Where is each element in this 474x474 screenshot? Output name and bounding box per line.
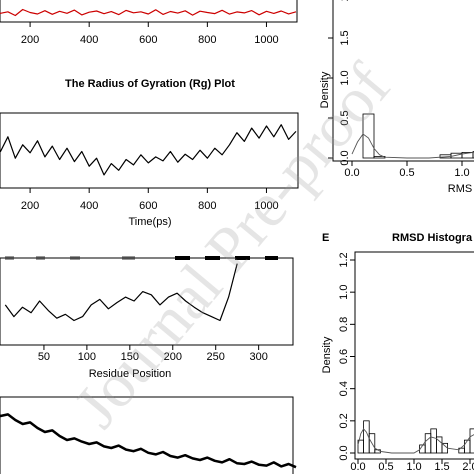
data-line <box>4 263 238 322</box>
y-tick-label: 0.8 <box>338 317 350 332</box>
hist-bar <box>463 439 471 454</box>
y-tick-label: 1.5 <box>339 30 351 45</box>
plot-frame <box>354 251 474 460</box>
x-tick-label: 600 <box>139 200 157 212</box>
x-tick-label: 50 <box>38 351 50 363</box>
panel: RMSD Histogra E Density 0.0 0.5 1.0 1.5 2.0 0.0 0… <box>321 232 474 473</box>
y-tick-label: 0.6 <box>338 349 350 364</box>
x-tick-label: 200 <box>21 200 39 212</box>
x-tick-label: 1.0 <box>406 461 421 473</box>
x-tick-label: 300 <box>249 351 267 363</box>
panel: 200 400 600 800 1000 <box>0 0 298 46</box>
hist-bar <box>441 442 448 454</box>
y-tick-label: 1.0 <box>338 285 350 300</box>
x-tick-label: 0.5 <box>378 461 393 473</box>
x-tick-label: 200 <box>164 351 182 363</box>
x-axis-label: Residue Position <box>89 368 172 380</box>
data-line <box>0 413 297 469</box>
plot-frame <box>0 257 294 346</box>
x-tick-label: 0.0 <box>344 167 359 179</box>
y-tick-label: 1.0 <box>339 70 351 85</box>
x-tick-label: 1.5 <box>434 461 449 473</box>
hist-bar <box>368 433 376 454</box>
density-curve <box>357 428 474 454</box>
hist-bar <box>424 433 432 454</box>
x-tick-label: 0.5 <box>399 167 414 179</box>
chart-title: RMSD Histogra <box>392 232 473 244</box>
y-tick-label: 1.2 <box>338 252 350 267</box>
x-tick-label: 800 <box>198 200 216 212</box>
x-tick-label: 1.0 <box>454 167 469 179</box>
x-tick-label: 100 <box>78 351 96 363</box>
plot-frame <box>0 396 294 474</box>
x-axis-label: Time(ps) <box>129 216 172 228</box>
y-axis-label: Density <box>321 336 333 373</box>
x-tick-label: 2.0 <box>462 461 474 473</box>
y-axis-label: Density <box>319 71 331 108</box>
hist-bar <box>472 151 474 159</box>
x-tick-label: 400 <box>80 34 98 46</box>
y-tick-label: 0.0 <box>339 150 351 165</box>
chart-title: The Radius of Gyration (Rg) Plot <box>65 78 235 90</box>
y-tick-label: 0.5 <box>339 110 351 125</box>
y-tick-label: 0.4 <box>338 381 350 396</box>
plot-frame <box>0 112 299 189</box>
x-tick-label: 0.0 <box>350 461 365 473</box>
x-tick-label: 1000 <box>254 200 278 212</box>
x-tick-label: 800 <box>198 34 216 46</box>
panel-label: E <box>322 232 329 244</box>
hist-bar <box>362 113 375 159</box>
data-line <box>0 124 297 176</box>
x-tick-label: 250 <box>207 351 225 363</box>
panel: The Radius of Gyration (Rg) Plot Time(ps)… <box>0 78 299 228</box>
panel <box>0 396 297 474</box>
y-tick-label: 0.2 <box>338 413 350 428</box>
data-line <box>0 8 297 17</box>
x-tick-label: 600 <box>139 34 157 46</box>
watermark: Journal Pre-proof <box>60 50 404 441</box>
y-tick-label: 0.0 <box>338 445 350 460</box>
y-tick-label: 2 <box>339 0 351 1</box>
panel: Residue Position 50 100 150 200 250 300 <box>0 257 294 380</box>
hist-bar <box>430 428 437 454</box>
x-tick-label: 400 <box>80 200 98 212</box>
hist-bar <box>469 428 474 454</box>
density-curve <box>351 133 474 159</box>
x-tick-label: 1000 <box>254 34 278 46</box>
x-tick-label: 150 <box>121 351 139 363</box>
x-axis-label: RMS <box>448 183 472 195</box>
x-tick-label: 200 <box>21 34 39 46</box>
panel: RMS Density 0.0 0.5 1.0 0.0 0.5 1.0 1.5 2 <box>319 0 474 195</box>
